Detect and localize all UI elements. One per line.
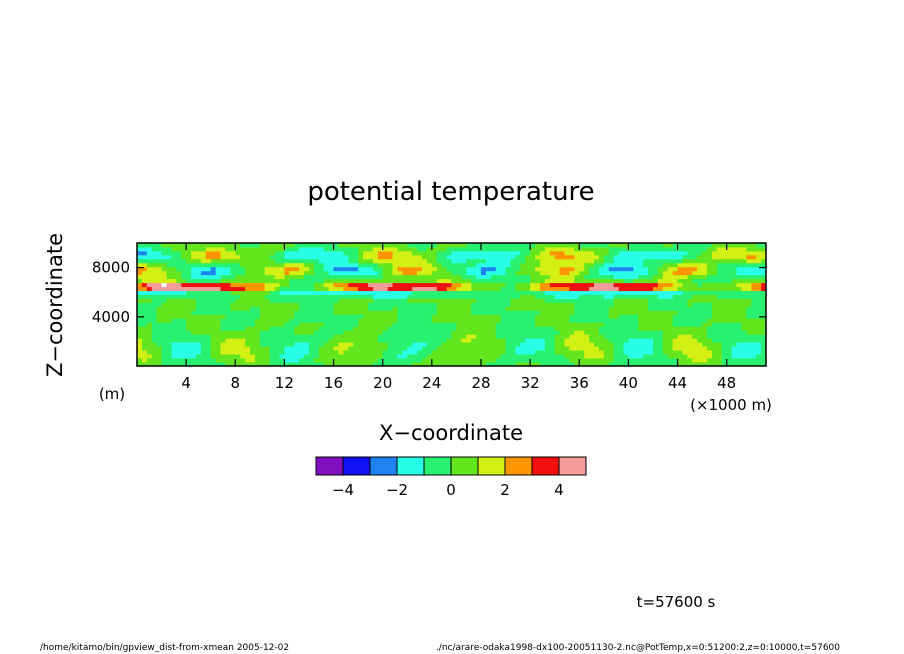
colorbar-swatch	[423, 456, 452, 476]
x-tick-label: 28	[471, 374, 490, 392]
colorbar-tick-label: 4	[554, 481, 564, 499]
x-tick-label: 20	[373, 374, 392, 392]
footer-right: ./nc/arare-odaka1998-dx100-20051130-2.nc…	[436, 643, 840, 653]
colorbar-swatch	[531, 456, 560, 476]
time-label: t=57600 s	[637, 593, 716, 611]
colorbar-tick-label: −4	[332, 481, 354, 499]
heatmap-field	[137, 243, 766, 366]
colorbar-swatch	[504, 456, 533, 476]
x-axis: 4 8 12 16 20 24 28 32 36 40 44 48	[181, 243, 736, 392]
colorbar-tick-label: 2	[500, 481, 510, 499]
chart-title: potential temperature	[307, 177, 594, 207]
colorbar-swatch	[342, 456, 371, 476]
y-tick-label: 4000	[92, 308, 130, 326]
x-axis-unit: (×1000 m)	[690, 396, 772, 414]
colorbar-swatch	[369, 456, 398, 476]
y-axis-label: Z−coordinate	[43, 233, 67, 377]
colorbar-tick-label: 0	[446, 481, 456, 499]
colorbar-swatch	[558, 456, 587, 476]
x-tick-label: 16	[324, 374, 343, 392]
x-tick-label: 40	[619, 374, 638, 392]
colorbar-swatch	[315, 456, 344, 476]
colorbar-swatch	[396, 456, 425, 476]
y-axis: 4000 8000	[92, 259, 766, 326]
x-tick-label: 48	[717, 374, 736, 392]
colorbar-swatch	[477, 456, 506, 476]
colorbar-swatch	[450, 456, 479, 476]
x-tick-label: 44	[668, 374, 687, 392]
x-tick-label: 24	[422, 374, 441, 392]
x-tick-label: 12	[275, 374, 294, 392]
x-tick-label: 4	[181, 374, 191, 392]
colorbar: −4 −2 0 2 4	[315, 456, 587, 499]
x-tick-label: 8	[231, 374, 241, 392]
x-tick-label: 36	[570, 374, 589, 392]
plot-frame	[136, 242, 767, 367]
colorbar-tick-label: −2	[386, 481, 408, 499]
x-tick-label: 32	[521, 374, 540, 392]
footer-left: /home/kitamo/bin/gpview_dist-from-xmean …	[40, 643, 289, 653]
y-tick-label: 8000	[92, 259, 130, 277]
x-axis-label: X−coordinate	[379, 421, 523, 445]
y-axis-unit: (m)	[99, 385, 125, 403]
